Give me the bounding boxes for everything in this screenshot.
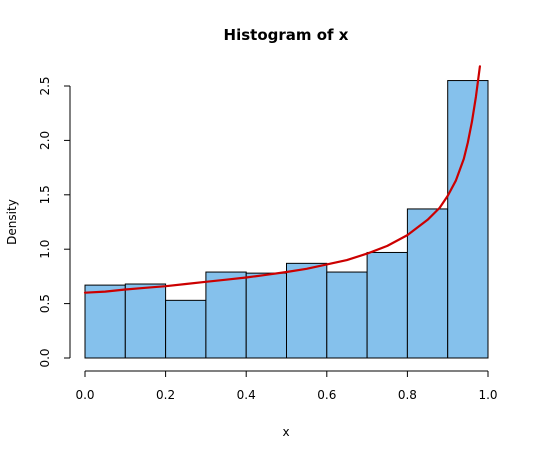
x-tick-label: 0.6 (317, 388, 336, 402)
x-tick-label: 0.2 (156, 388, 175, 402)
histogram-bar-3 (205, 271, 247, 359)
histogram-bar-8 (406, 208, 449, 359)
x-axis-label: x (282, 425, 289, 439)
histogram-bar-6 (326, 271, 368, 359)
y-tick-label: 0.5 (38, 294, 52, 313)
histogram-bar-5 (286, 262, 328, 359)
chart-title: Histogram of x (224, 26, 349, 44)
y-axis: 0.0 0.5 1.0 1.5 2.0 2.5 (38, 76, 71, 368)
histogram-bar-2 (165, 299, 207, 359)
density-curve (83, 65, 481, 294)
histogram-bar-4 (245, 272, 287, 359)
x-tick-label: 0.4 (237, 388, 256, 402)
y-tick-label: 2.5 (38, 76, 52, 95)
y-axis-label: Density (5, 199, 19, 245)
x-tick-label: 0.8 (398, 388, 417, 402)
histogram-bar-1 (124, 283, 167, 359)
y-tick-label: 0.0 (38, 348, 52, 367)
x-axis: 0.0 0.2 0.4 0.6 0.8 1.0 (75, 370, 498, 402)
x-tick-label: 1.0 (478, 388, 497, 402)
y-tick-label: 1.5 (38, 185, 52, 204)
histogram-bars (84, 80, 489, 359)
histogram-bar-9 (447, 80, 489, 359)
y-tick-label: 2.0 (38, 131, 52, 150)
x-tick-label: 0.0 (75, 388, 94, 402)
histogram-bar-0 (84, 284, 126, 359)
density-curve-layer (83, 65, 481, 294)
histogram-bar-7 (366, 251, 408, 359)
y-tick-label: 1.0 (38, 240, 52, 259)
